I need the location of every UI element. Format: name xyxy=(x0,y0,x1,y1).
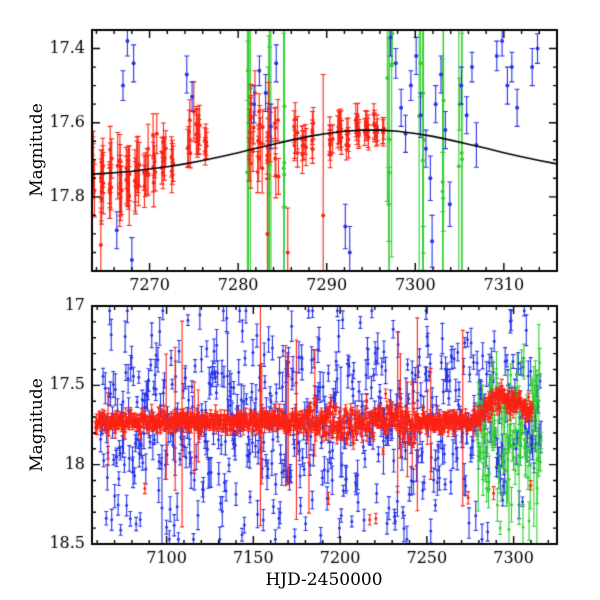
bottom-panel-y-axis-label: Magnitude xyxy=(27,378,47,472)
x-axis-label: HJD-2450000 xyxy=(265,570,383,590)
top-panel-y-axis-label: Magnitude xyxy=(27,103,47,197)
